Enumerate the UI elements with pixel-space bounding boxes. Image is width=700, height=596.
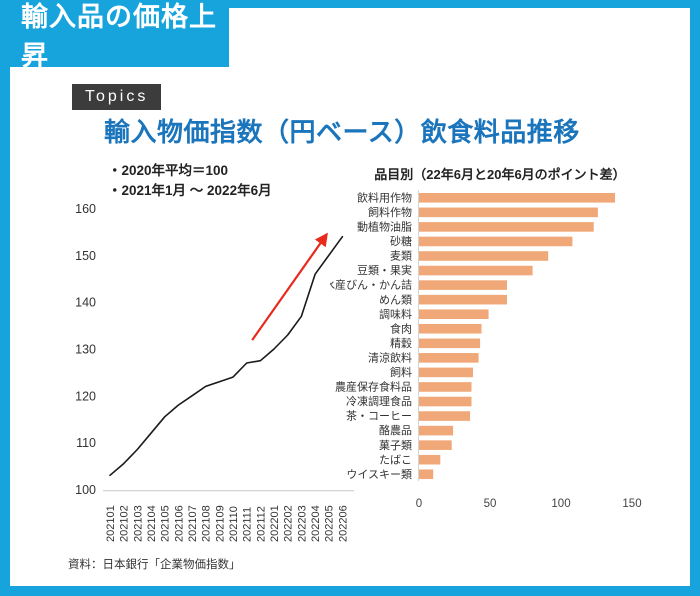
x-tick-label: 202205 [324, 505, 336, 542]
source-note: 資料：日本銀行「企業物価指数」 [68, 559, 241, 571]
bar-label: 飼料作物 [368, 205, 412, 219]
y-tick-label: 100 [75, 483, 96, 497]
price-line [109, 235, 344, 477]
x-tick-label: 202202 [283, 505, 295, 542]
bar [419, 265, 533, 276]
chart-main-title: 輸入物価指数（円ベース）飲食料品推移 [104, 117, 580, 147]
bar [419, 454, 441, 465]
bar-label: 農産保存食料品 [335, 380, 412, 394]
bar-x-tick-label: 0 [416, 498, 422, 510]
bar [419, 440, 452, 450]
x-tick-label: 202104 [146, 505, 158, 542]
y-tick-label: 110 [76, 436, 96, 450]
bar [419, 222, 594, 232]
bar-label: 麦類 [390, 250, 412, 263]
header-tab: 輸入品の価格上昇 [0, 0, 229, 71]
bar [419, 425, 454, 436]
bar [419, 338, 481, 349]
x-tick-label: 202111 [242, 507, 254, 542]
trend-arrow [251, 232, 328, 341]
x-tick-label: 202107 [187, 505, 199, 542]
bar [419, 280, 507, 290]
note-period: ・2021年1月 ～ 2022年6月 [108, 183, 272, 199]
x-tick-label: 202108 [201, 505, 213, 542]
x-tick-label: 202203 [296, 505, 308, 542]
bar-label: 豆類・果実 [357, 263, 412, 277]
bar-label: 清涼飲料 [368, 350, 412, 364]
chart-notes: ・2020年平均＝100 ・2021年1月 ～ 2022年6月 [108, 161, 272, 202]
bar [419, 294, 507, 305]
bar [419, 323, 482, 334]
x-tick-label: 202103 [132, 505, 144, 542]
x-tick-label: 202206 [337, 505, 349, 542]
x-tick-label: 202102 [119, 505, 131, 542]
bar [419, 251, 549, 261]
bar-label: 菓子類 [379, 439, 412, 452]
bar [419, 382, 472, 392]
x-tick-label: 202201 [269, 505, 281, 542]
bar-label: 水産びん・かん詰 [330, 278, 412, 292]
bar [419, 193, 615, 203]
bar [419, 367, 473, 378]
bar [419, 207, 598, 218]
bar-label: たばこ [379, 453, 412, 466]
x-tick-label: 202204 [310, 505, 322, 542]
topics-badge: Topics [72, 84, 162, 110]
y-tick-label: 140 [75, 296, 96, 310]
x-tick-label: 202110 [228, 506, 240, 542]
bar-label: ウイスキー類 [346, 468, 412, 481]
bar-label: 動植物油脂 [357, 220, 412, 234]
bar [419, 469, 434, 480]
bar [419, 396, 472, 407]
x-tick-label: 202101 [105, 505, 117, 542]
bar-label: 冷凍調理食品 [346, 394, 412, 408]
y-tick-label: 130 [75, 342, 96, 356]
y-tick-label: 120 [75, 389, 96, 403]
bar [419, 236, 573, 247]
y-tick-label: 150 [75, 249, 96, 263]
bar-x-tick-label: 150 [622, 498, 641, 510]
bar-label: 飼料 [390, 365, 412, 379]
bar-label: 茶・コーヒー [346, 410, 412, 423]
bar-label: 精穀 [390, 337, 412, 350]
x-tick-label: 202105 [160, 505, 172, 542]
bar-x-tick-label: 100 [551, 498, 570, 510]
x-tick-label: 202112 [255, 506, 267, 542]
bar [419, 309, 489, 319]
note-base-year: ・2020年平均＝100 [108, 163, 229, 178]
y-tick-label: 160 [75, 202, 96, 216]
bar-label: 調味料 [379, 307, 412, 321]
bar-label: 酪農品 [379, 423, 412, 437]
bar-x-tick-label: 50 [484, 498, 497, 510]
bar-label: 飲料用作物 [357, 190, 412, 204]
page-title: 輸入品の価格上昇 [21, 1, 217, 71]
bar-label: 砂糖 [390, 234, 412, 248]
bar-label: めん類 [379, 293, 412, 306]
bar-label: 食肉 [390, 321, 412, 335]
bar-chart: 飲料用作物飼料作物動植物油脂砂糖麦類豆類・果実水産びん・かん詰めん類調味料食肉精… [330, 190, 642, 510]
x-tick-label: 202106 [173, 505, 185, 542]
bar [419, 353, 479, 363]
x-tick-label: 202109 [214, 505, 226, 542]
bar-chart-title: 品目別（22年6月と20年6月のポイント差） [374, 167, 626, 182]
bar [419, 411, 471, 421]
